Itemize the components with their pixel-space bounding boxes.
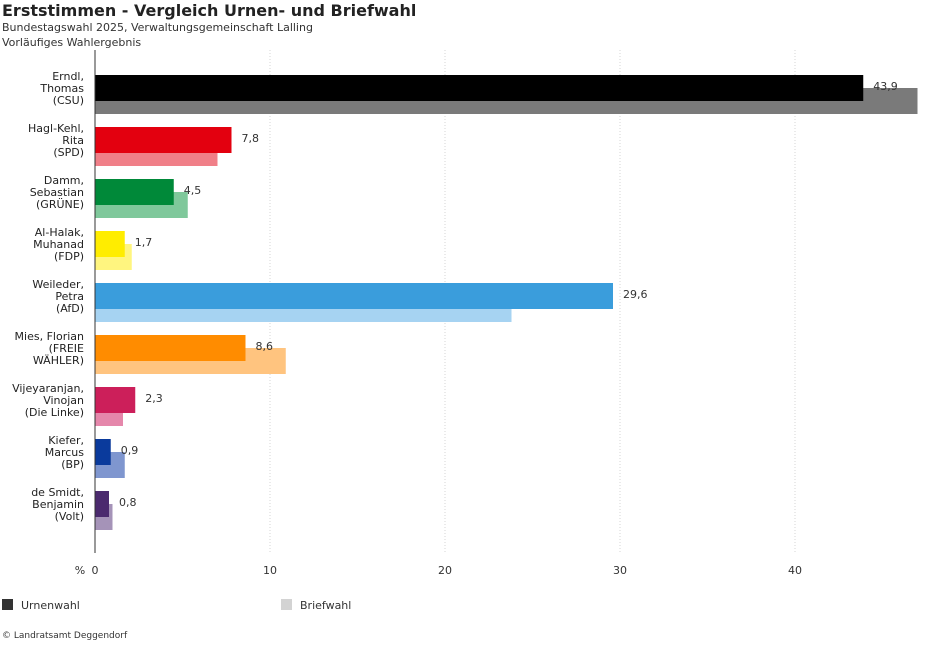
- x-unit-label: %: [75, 564, 85, 577]
- legend-label-briefwahl: Briefwahl: [300, 599, 352, 612]
- bar-urnenwahl: [95, 335, 246, 361]
- bar-urnenwahl: [95, 127, 232, 153]
- category-label-line: Mies, Florian: [15, 330, 84, 343]
- category-label-line: Petra: [55, 290, 84, 303]
- x-tick-label: 0: [92, 564, 99, 577]
- category-label-line: (CSU): [53, 94, 84, 107]
- category-label-line: Benjamin: [32, 498, 84, 511]
- bar-urnenwahl: [95, 491, 109, 517]
- category-label: Mies, Florian (FREIE WÄHLER): [15, 330, 85, 367]
- bar-urnenwahl: [95, 283, 613, 309]
- category-label-line: (SPD): [53, 146, 84, 159]
- category-label-line: Al-Halak,: [35, 226, 84, 239]
- data-label: 7,8: [242, 132, 260, 145]
- category-label: Damm, Sebastian (GRÜNE): [30, 174, 84, 211]
- data-label: 2,3: [145, 392, 163, 405]
- legend-item-briefwahl[interactable]: Briefwahl: [281, 599, 351, 612]
- data-label: 43,9: [873, 80, 898, 93]
- chart-title: Erststimmen - Vergleich Urnen- und Brief…: [2, 1, 417, 20]
- category-label-line: Rita: [62, 134, 84, 147]
- category-label: Weileder, Petra (AfD): [32, 278, 84, 315]
- data-label: 0,8: [119, 496, 137, 509]
- bar-urnenwahl: [95, 439, 111, 465]
- category-label-line: (Volt): [55, 510, 84, 523]
- bar-urnenwahl: [95, 387, 136, 413]
- bar-urnenwahl: [95, 231, 125, 257]
- category-label-line: Vijeyaranjan,: [12, 382, 84, 395]
- category-label-line: Vinojan: [43, 394, 84, 407]
- category-label-line: Hagl-Kehl,: [28, 122, 84, 135]
- legend-swatch-briefwahl: [281, 599, 292, 610]
- bar-urnenwahl: [95, 179, 174, 205]
- category-label: de Smidt, Benjamin (Volt): [31, 486, 84, 523]
- category-label-line: (GRÜNE): [36, 198, 84, 211]
- category-label: Kiefer, Marcus (BP): [45, 434, 85, 471]
- legend-label-urnenwahl: Urnenwahl: [21, 599, 80, 612]
- x-tick-label: 40: [788, 564, 802, 577]
- x-tick-label: 30: [613, 564, 627, 577]
- legend-item-urnenwahl[interactable]: Urnenwahl: [2, 599, 80, 612]
- data-label: 1,7: [135, 236, 153, 249]
- category-label-line: Kiefer,: [48, 434, 84, 447]
- category-label-line: (FDP): [54, 250, 84, 263]
- category-label-line: (AfD): [56, 302, 84, 315]
- category-label-line: Thomas: [39, 82, 84, 95]
- category-label: Vijeyaranjan, Vinojan (Die Linke): [12, 382, 84, 419]
- category-label-line: Damm,: [44, 174, 84, 187]
- category-label: Hagl-Kehl, Rita (SPD): [28, 122, 84, 159]
- category-label-line: (FREIE: [49, 342, 84, 355]
- bar-chart: 43,9 Erndl, Thomas (CSU) 7,8 Hagl-Kehl, Rita (S…: [12, 50, 918, 577]
- category-label-line: Marcus: [45, 446, 85, 459]
- category-label: Al-Halak, Muhanad (FDP): [33, 226, 84, 263]
- category-label: Erndl, Thomas (CSU): [39, 70, 84, 107]
- data-label: 8,6: [256, 340, 274, 353]
- bar-urnenwahl: [95, 75, 864, 101]
- data-label: 0,9: [121, 444, 139, 457]
- category-label-line: Muhanad: [33, 238, 84, 251]
- chart-subtitle-status: Vorläufiges Wahlergebnis: [2, 36, 142, 49]
- legend-swatch-urnenwahl: [2, 599, 13, 610]
- category-label-line: Erndl,: [52, 70, 84, 83]
- category-label-line: Sebastian: [30, 186, 84, 199]
- category-label-line: WÄHLER): [33, 354, 84, 367]
- category-label-line: (BP): [61, 458, 84, 471]
- source-credit: © Landratsamt Deggendorf: [2, 631, 128, 641]
- data-label: 29,6: [623, 288, 648, 301]
- category-label-line: (Die Linke): [25, 406, 84, 419]
- category-label-line: Weileder,: [32, 278, 84, 291]
- x-tick-label: 20: [438, 564, 452, 577]
- data-label: 4,5: [184, 184, 202, 197]
- x-tick-label: 10: [263, 564, 277, 577]
- category-label-line: de Smidt,: [31, 486, 84, 499]
- chart-subtitle: Bundestagswahl 2025, Verwaltungsgemeinsc…: [2, 21, 313, 34]
